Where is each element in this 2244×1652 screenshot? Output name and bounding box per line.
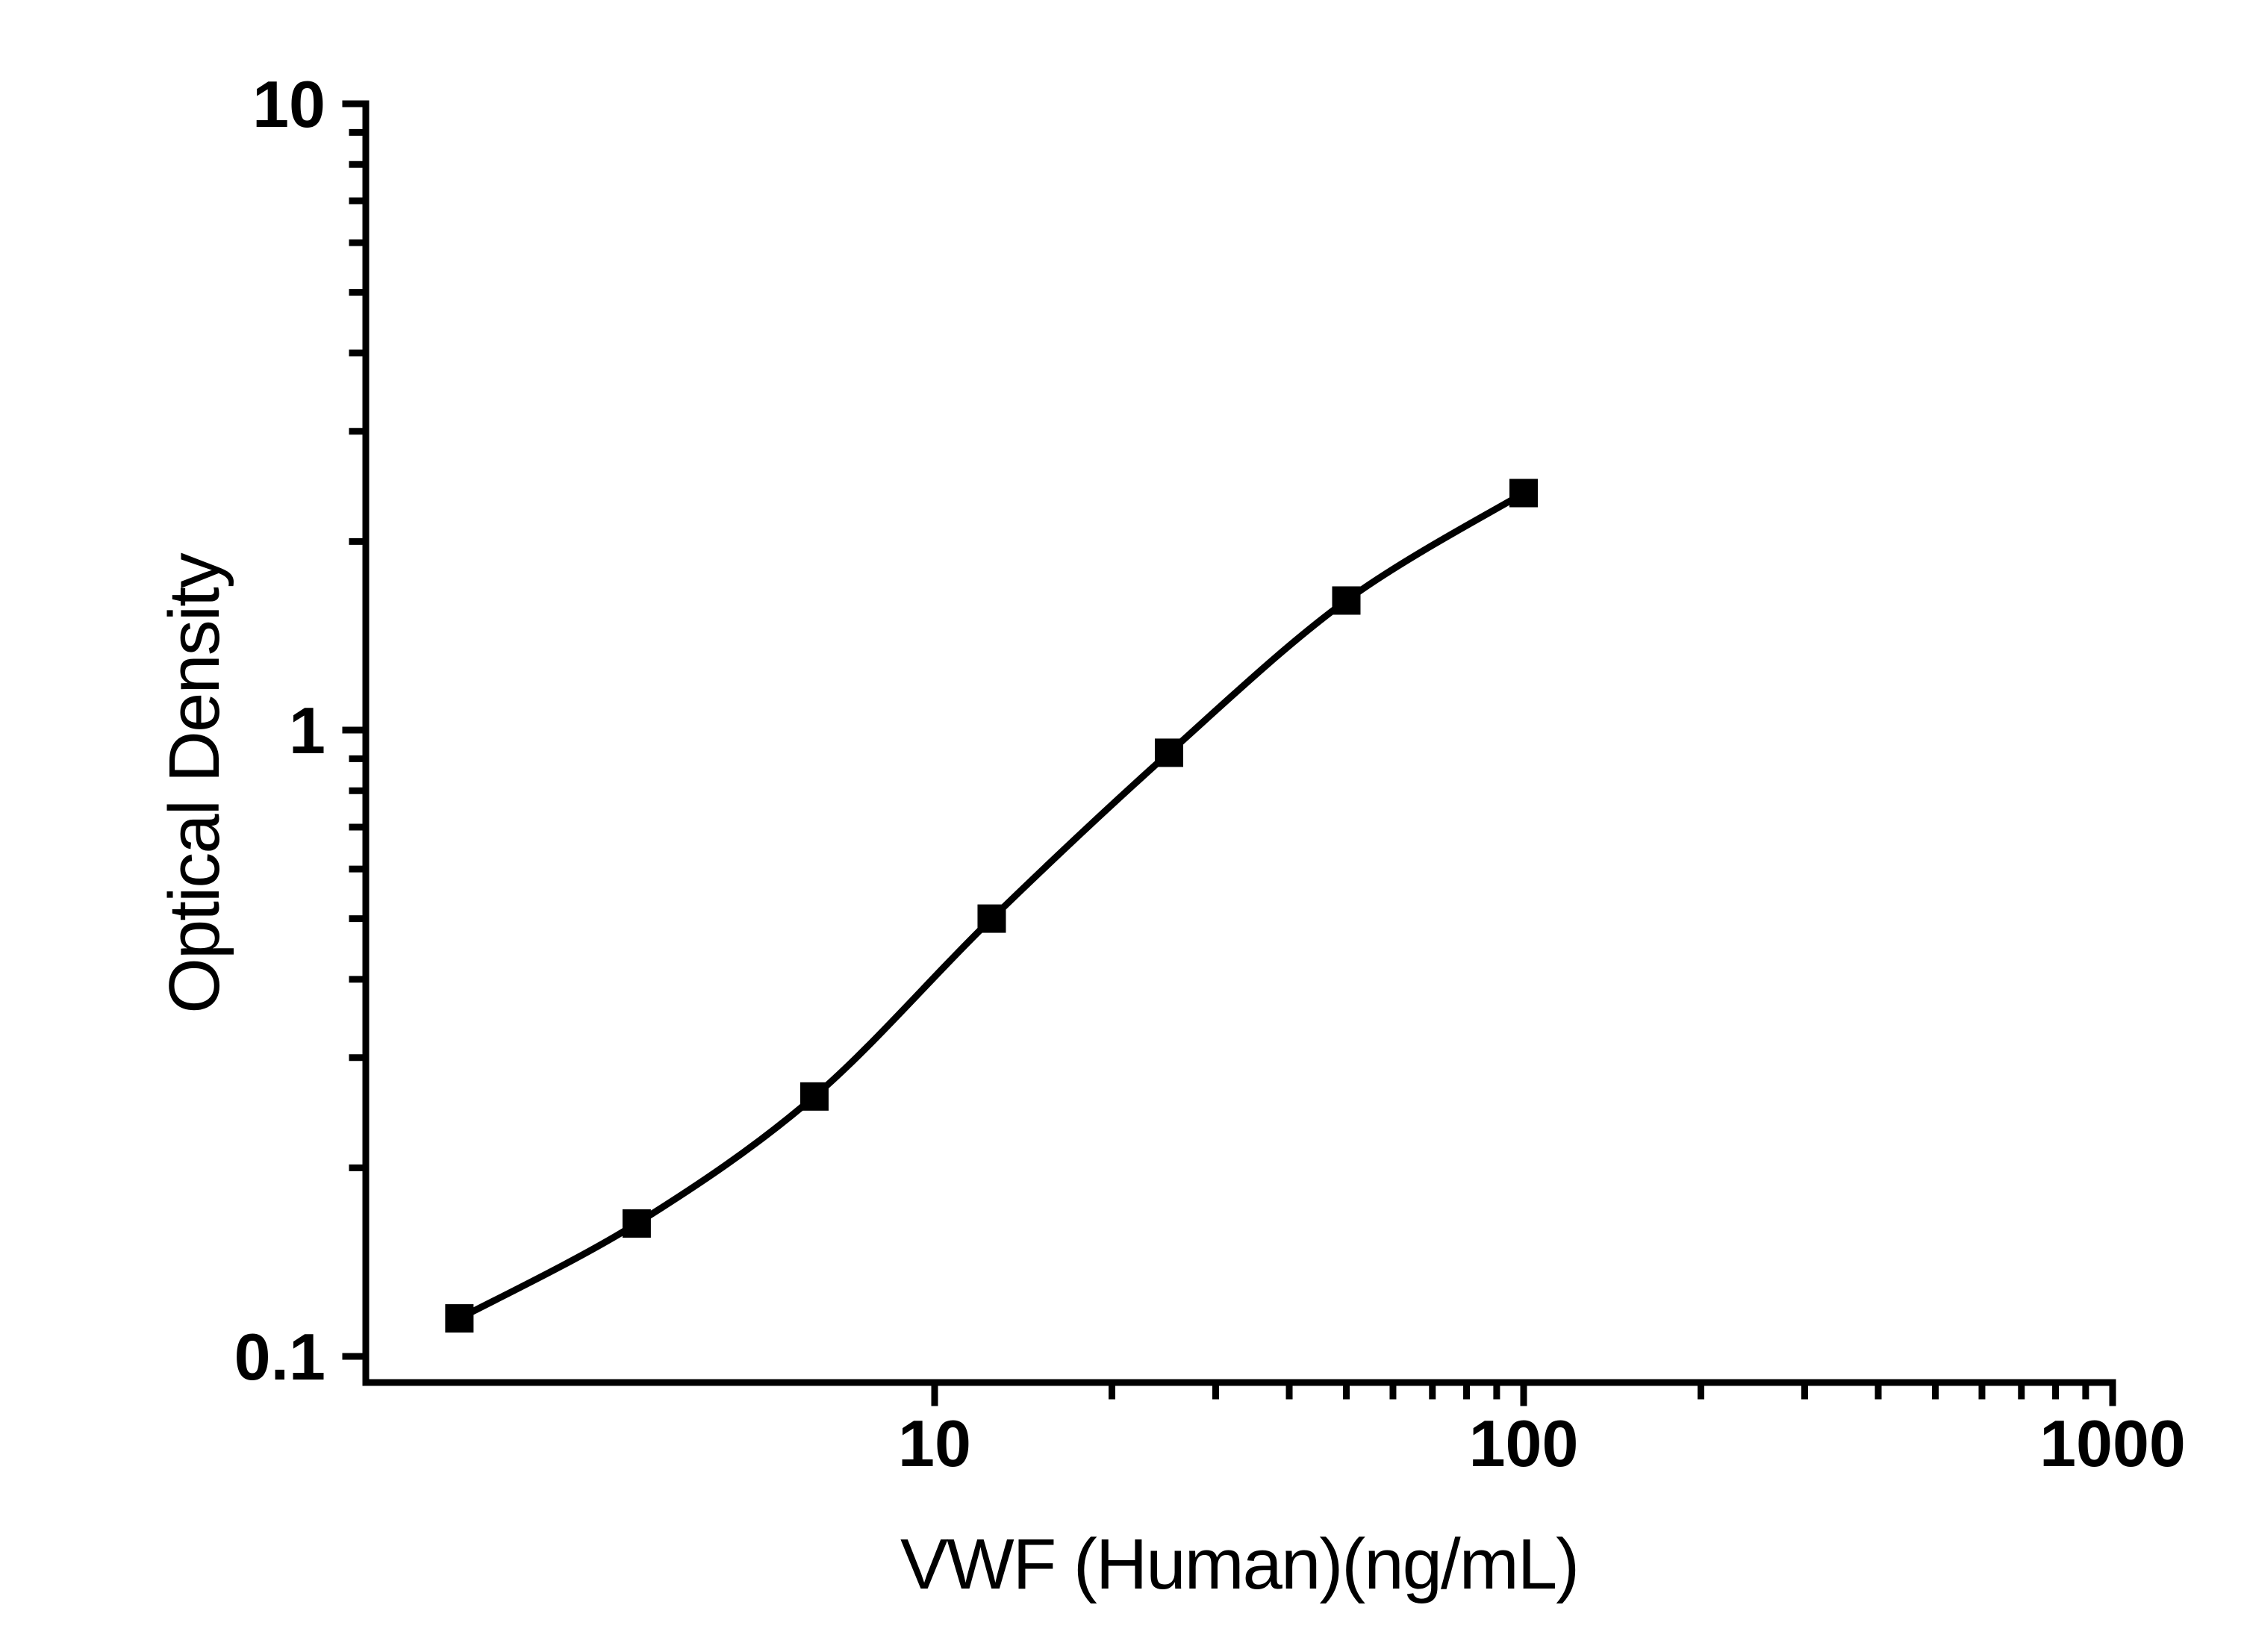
y-tick-label: 1 — [289, 693, 325, 767]
x-axis-title: VWF (Human)(ng/mL) — [900, 1524, 1578, 1604]
y-tick-label: 0.1 — [234, 1320, 325, 1394]
data-point-marker — [1154, 738, 1183, 767]
plot-area: 10 100 1000 0.1 1 10 — [234, 67, 2186, 1480]
data-point-marker — [800, 1082, 829, 1111]
data-point-marker — [1332, 586, 1361, 615]
x-tick-label: 10 — [898, 1406, 971, 1480]
data-point-marker — [1509, 479, 1538, 508]
data-point-marker — [445, 1304, 474, 1333]
y-tick-label: 10 — [252, 67, 325, 141]
x-tick-label: 100 — [1469, 1406, 1579, 1480]
data-point-marker — [977, 904, 1006, 933]
y-axis-title: Optical Density — [155, 552, 234, 1014]
data-point-marker — [622, 1209, 651, 1238]
x-tick-label: 1000 — [2039, 1406, 2186, 1480]
